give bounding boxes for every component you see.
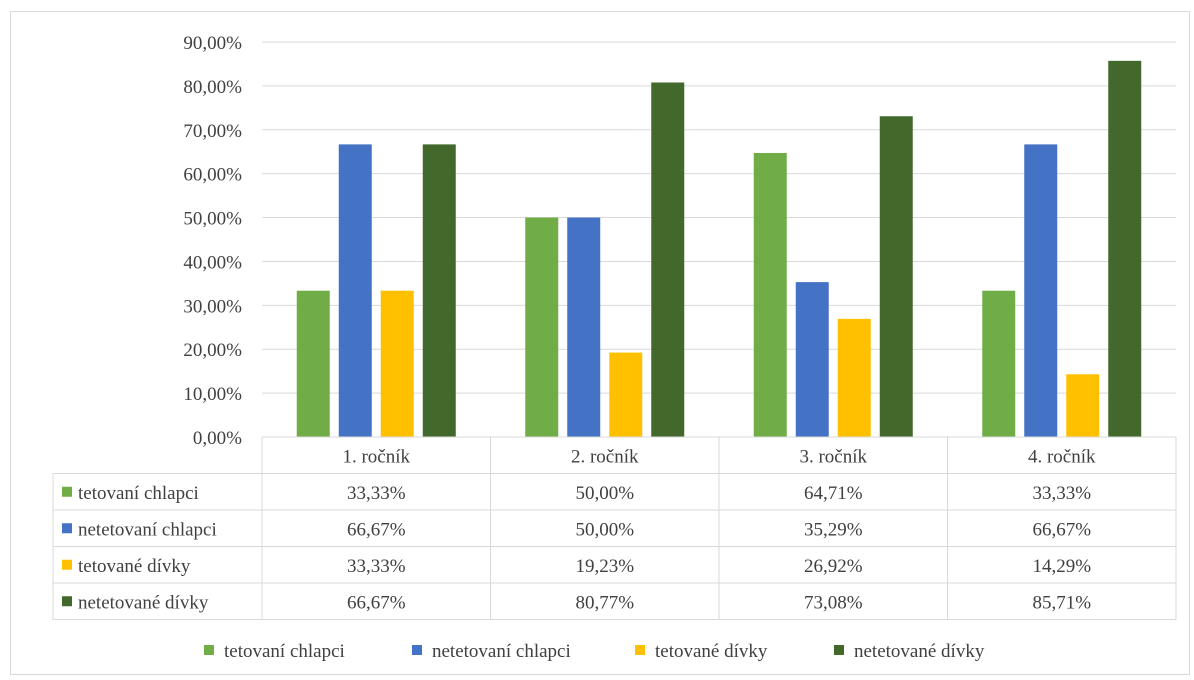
series-name: netetované dívky: [78, 592, 209, 613]
data-label: 66,67%: [347, 592, 406, 613]
data-label: 66,67%: [347, 519, 406, 540]
series-name: netetovaní chlapci: [78, 519, 217, 540]
legend-label: tetované dívky: [655, 641, 768, 662]
legend-label: tetovaní chlapci: [224, 641, 345, 662]
category-label: 3. ročník: [799, 446, 867, 467]
table-legend-key: [62, 559, 72, 570]
bar: [982, 290, 1016, 437]
table-legend-key: [62, 596, 72, 607]
bar: [380, 290, 414, 437]
bar: [338, 144, 372, 438]
chart-frame: [10, 11, 1190, 675]
data-label: 64,71%: [804, 483, 863, 504]
y-tick-label: 30,00%: [183, 296, 242, 317]
bar: [567, 217, 601, 437]
y-tick-label: 20,00%: [183, 340, 242, 361]
category-label: 4. ročník: [1028, 446, 1096, 467]
bar: [753, 152, 787, 437]
table-legend-key: [62, 523, 72, 534]
legend-label: netetované dívky: [854, 641, 985, 662]
y-tick-label: 60,00%: [183, 165, 242, 186]
bar: [1066, 374, 1100, 437]
y-tick-label: 0,00%: [193, 428, 242, 449]
series-name: tetovaní chlapci: [78, 483, 199, 504]
bar: [1024, 144, 1058, 438]
data-label: 80,77%: [575, 592, 634, 613]
data-label: 33,33%: [347, 483, 406, 504]
data-table: 1. ročník 2. ročník 3. ročník 4. ročník teto…: [52, 436, 1177, 620]
category-label: 2. ročník: [571, 446, 639, 467]
bar: [525, 217, 559, 437]
legend-label: netetovaní chlapci: [432, 641, 571, 662]
series-name: tetované dívky: [78, 556, 191, 577]
data-label: 33,33%: [347, 556, 406, 577]
gridlines: [262, 41, 1176, 394]
y-tick-label: 10,00%: [183, 384, 242, 405]
bar: [296, 290, 330, 437]
y-tick-label: 90,00%: [183, 33, 242, 54]
data-label: 26,92%: [804, 556, 863, 577]
bar: [422, 144, 456, 438]
y-tick-label: 40,00%: [183, 252, 242, 273]
category-label: 1. ročník: [342, 446, 410, 467]
data-label: 33,33%: [1032, 483, 1091, 504]
bar: [609, 352, 643, 437]
bar: [795, 282, 829, 437]
legend-key: [204, 645, 214, 655]
bar: [837, 318, 871, 437]
legend-key: [834, 645, 844, 655]
bar: [1108, 60, 1142, 437]
y-axis: 0,00% 10,00% 20,00% 30,00% 40,00% 50,00% 60,00…: [183, 33, 242, 449]
data-label: 14,29%: [1032, 556, 1091, 577]
y-tick-label: 50,00%: [183, 209, 242, 230]
data-label: 19,23%: [575, 556, 634, 577]
legend: tetovaní chlapci netetovaní chlapci tetova…: [204, 641, 985, 662]
legend-key: [412, 645, 422, 655]
y-tick-label: 80,00%: [183, 77, 242, 98]
data-label: 66,67%: [1032, 519, 1091, 540]
bar: [879, 116, 913, 437]
data-label: 50,00%: [575, 519, 634, 540]
data-label: 50,00%: [575, 483, 634, 504]
table-legend-key: [62, 486, 72, 497]
y-tick-label: 70,00%: [183, 121, 242, 142]
legend-key: [635, 645, 645, 655]
bar: [651, 82, 685, 437]
bars: [296, 60, 1142, 438]
data-label: 35,29%: [804, 519, 863, 540]
data-label: 85,71%: [1032, 592, 1091, 613]
data-label: 73,08%: [804, 592, 863, 613]
